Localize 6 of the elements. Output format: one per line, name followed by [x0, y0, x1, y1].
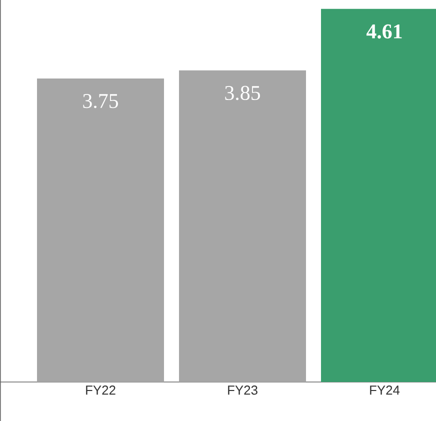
- data-label: 3.75: [83, 94, 118, 108]
- x-tick-label: FY24: [370, 386, 400, 395]
- x-tick-label: FY22: [86, 386, 116, 395]
- data-label: 3.85: [225, 86, 260, 100]
- x-tick-label: FY23: [228, 386, 258, 395]
- data-label: 4.61: [366, 24, 402, 39]
